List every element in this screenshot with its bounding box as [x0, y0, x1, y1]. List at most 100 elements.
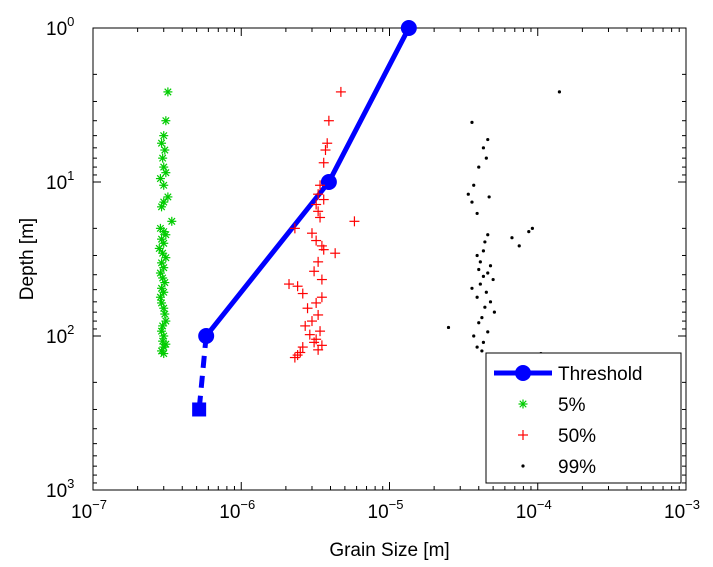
point-50pct — [322, 138, 333, 149]
y-tick-label: 100 — [46, 14, 74, 40]
point-50pct — [311, 297, 322, 308]
point-5pct — [159, 303, 169, 313]
point-99pct — [486, 233, 490, 237]
point-99pct — [477, 165, 481, 169]
point-50pct — [306, 316, 317, 327]
point-99pct — [470, 286, 474, 290]
point-5pct — [167, 216, 177, 226]
point-5pct — [160, 145, 170, 155]
point-50pct — [313, 189, 324, 200]
point-50pct — [349, 216, 360, 227]
point-99pct — [481, 274, 486, 278]
point-5pct — [154, 243, 164, 253]
point-50pct — [289, 352, 300, 363]
point-50pct — [318, 244, 329, 255]
point-99pct — [530, 226, 534, 230]
point-50pct — [315, 212, 326, 223]
point-50pct — [292, 281, 303, 292]
point-99pct — [446, 325, 451, 330]
point-99pct — [477, 267, 481, 272]
point-99pct — [483, 240, 487, 244]
point-50pct — [315, 180, 326, 191]
point-99pct — [486, 137, 490, 142]
point-99pct — [488, 300, 493, 304]
point-50pct — [289, 223, 300, 234]
legend-swatch-marker — [518, 399, 528, 409]
point-50pct — [300, 320, 311, 331]
point-50pct — [318, 194, 329, 205]
x-tick-label: 10−5 — [368, 497, 404, 523]
point-5pct — [161, 116, 171, 126]
y-tick-label: 101 — [46, 168, 74, 194]
point-50pct — [297, 342, 308, 353]
point-5pct — [155, 292, 165, 302]
legend-label: 50% — [558, 426, 596, 447]
point-99pct — [475, 295, 479, 299]
point-5pct — [160, 309, 170, 319]
series-layer — [154, 20, 562, 417]
point-50pct — [311, 199, 322, 210]
point-5pct — [163, 192, 173, 202]
threshold-extrapolation-point — [192, 402, 207, 417]
point-99pct — [527, 230, 531, 234]
point-99pct — [477, 321, 481, 325]
threshold-extrapolation-line — [196, 335, 209, 410]
point-50pct — [302, 303, 313, 314]
point-99pct — [492, 310, 496, 314]
point-99pct — [484, 290, 488, 294]
point-50pct — [297, 288, 308, 299]
point-5pct — [157, 138, 167, 148]
point-5pct — [163, 87, 173, 97]
point-50pct — [304, 329, 315, 340]
point-5pct — [158, 153, 168, 163]
point-50pct — [323, 115, 334, 126]
point-50pct — [315, 326, 326, 337]
x-tick-label: 10−3 — [664, 497, 700, 523]
point-99pct — [491, 277, 495, 282]
point-50pct — [320, 145, 331, 156]
point-99pct — [484, 156, 488, 160]
point-50pct — [318, 157, 329, 168]
point-5pct — [157, 202, 167, 212]
legend-label: Threshold — [558, 364, 643, 385]
point-50pct — [295, 347, 306, 358]
point-99pct — [557, 90, 562, 94]
legend-swatch-circle — [515, 365, 531, 381]
legend-label: 99% — [558, 457, 596, 478]
point-99pct — [480, 349, 484, 353]
point-99pct — [475, 253, 479, 258]
point-50pct — [316, 274, 327, 285]
point-50pct — [309, 337, 320, 348]
y-axis-label: Depth [m] — [17, 218, 38, 300]
point-99pct — [478, 282, 482, 286]
point-99pct — [470, 200, 474, 204]
legend: Threshold 5% 50% 99% — [485, 352, 682, 484]
point-99pct — [470, 120, 474, 124]
point-99pct — [478, 260, 482, 264]
point-99pct — [475, 345, 479, 349]
point-99pct — [481, 249, 486, 253]
legend-swatch-marker — [518, 430, 528, 440]
point-50pct — [306, 228, 317, 239]
point-5pct — [159, 349, 169, 359]
point-50pct — [313, 206, 324, 217]
point-99pct — [472, 334, 476, 338]
point-5pct — [159, 263, 169, 273]
point-5pct — [155, 174, 165, 184]
point-5pct — [159, 131, 169, 141]
x-tick-label: 10−6 — [219, 497, 255, 523]
point-50pct — [335, 86, 346, 97]
x-tick-label: 10−4 — [516, 497, 552, 523]
point-50pct — [313, 309, 324, 320]
point-99pct — [510, 236, 514, 240]
point-5pct — [161, 168, 171, 178]
ticks-layer: 10−7 10−6 10−5 10−4 10−3 100 101 102 103 — [46, 14, 700, 523]
point-99pct — [486, 271, 490, 275]
point-99pct — [481, 146, 486, 150]
point-99pct — [480, 316, 484, 320]
y-tick-label: 102 — [46, 322, 74, 348]
point-50pct — [309, 266, 320, 277]
x-axis-label: Grain Size [m] — [329, 540, 449, 561]
point-50pct — [316, 292, 327, 303]
